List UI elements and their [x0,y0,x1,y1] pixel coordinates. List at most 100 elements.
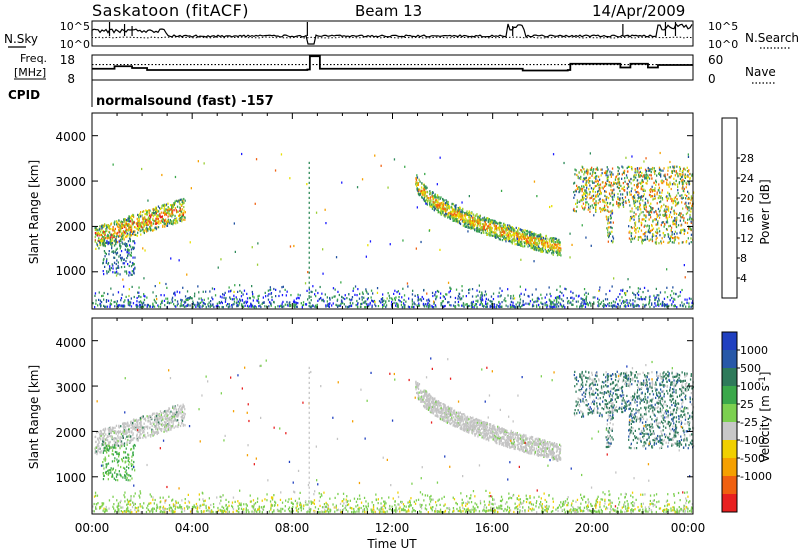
power-cell [350,302,351,304]
power-cell [618,304,619,306]
power-cell [689,305,690,307]
power-cell [654,299,655,301]
power-cell [337,306,338,308]
power-cell [105,232,106,234]
power-cell [607,298,608,300]
power-cell [573,208,574,210]
power-cell [442,208,443,210]
power-cell [210,306,211,308]
power-cell [675,174,676,176]
power-cell [678,242,679,244]
power-cell [139,306,140,308]
power-cell [499,234,500,236]
power-cell [665,213,666,215]
power-cell [625,306,626,308]
power-cell [129,304,130,306]
power-cell [533,301,534,303]
power-cell [107,306,108,308]
power-cell [134,296,135,298]
power-cell [309,167,310,169]
power-cell [671,206,672,208]
power-cell [310,296,311,298]
power-cell [623,206,624,208]
power-cell [622,197,623,199]
power-cell [134,221,135,223]
power-cell [116,241,117,243]
power-cell [113,164,114,166]
velocity-cell [142,437,143,439]
power-cell [442,300,443,302]
power-cell [182,201,183,203]
power-cell [480,294,481,296]
power-cell [520,298,521,300]
power-cell [559,297,560,299]
power-cell [659,195,660,197]
power-cell [686,182,687,184]
power-cell [512,302,513,304]
power-cell [190,297,191,299]
power-cell [441,213,442,215]
power-cell [447,203,448,205]
power-cell [611,182,612,184]
power-cell [423,303,424,305]
power-cell [432,292,433,294]
power-cell [211,305,212,307]
power-cell [629,194,630,196]
power-cell [182,203,183,205]
power-cell [129,288,130,290]
power-cell [105,228,106,230]
power-cell [544,240,545,242]
power-cell [607,222,608,224]
power-cell [458,295,459,297]
power-cell [656,229,657,231]
power-cell [450,296,451,298]
power-cell [117,252,118,254]
power-cell [432,295,433,297]
power-cell [114,232,115,234]
power-cell [144,213,145,215]
power-cell [382,293,383,295]
power-cell [688,228,689,230]
power-cell [649,299,650,301]
power-cell [523,300,524,302]
power-cell [677,236,678,238]
power-cell [309,267,310,269]
power-cell [641,172,642,174]
power-cell [225,292,226,294]
power-cell [638,183,639,185]
power-cell [541,303,542,305]
power-cell [340,303,341,305]
power-cell [638,239,639,241]
power-cell [111,303,112,305]
power-cell [309,242,310,244]
power-cell [140,222,141,224]
power-cell [356,304,357,306]
power-cell [126,270,127,272]
power-cell [687,232,688,234]
power-cell [658,197,659,199]
power-cell [348,293,349,295]
power-cell [686,205,687,207]
power-cell [644,204,645,206]
power-cell [99,228,100,230]
power-cell [489,223,490,225]
power-cell [345,306,346,308]
power-cell [619,293,620,295]
power-cell [311,299,312,301]
power-cell [581,205,582,207]
power-cell [234,301,235,303]
power-cell [649,225,650,227]
power-cell [611,171,612,173]
power-cell [669,182,670,184]
power-cell [595,185,596,187]
power-cell [670,198,671,200]
power-cell [662,214,663,216]
power-cell [631,235,632,237]
power-cell [636,174,637,176]
power-cell [396,291,397,293]
power-cell [527,233,528,235]
power-cell [619,197,620,199]
power-cell [309,202,310,204]
power-cell [176,217,177,219]
power-cell [458,305,459,307]
